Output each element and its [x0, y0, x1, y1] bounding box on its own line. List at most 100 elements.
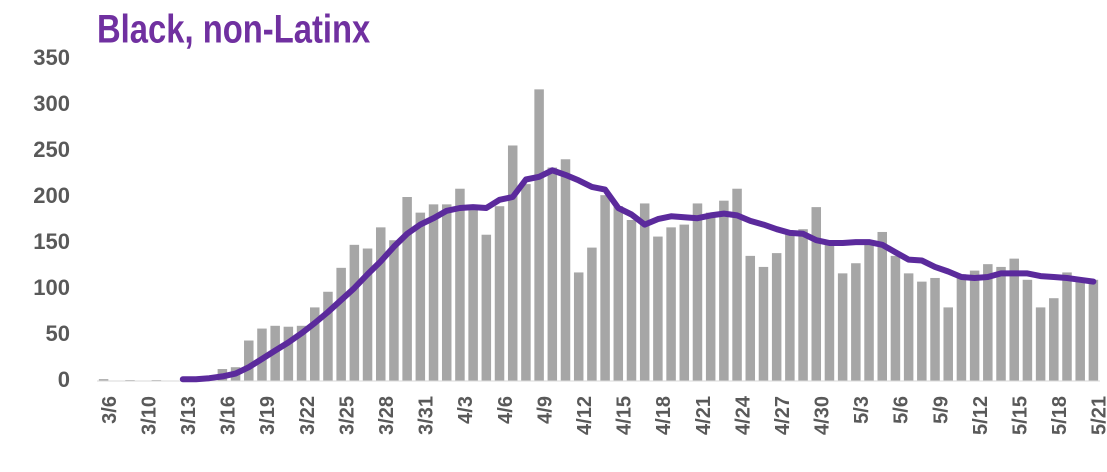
- x-tick-label: 4/9: [534, 396, 556, 424]
- bar: [257, 328, 267, 381]
- bar: [719, 200, 729, 381]
- y-tick-label: 250: [33, 137, 70, 162]
- x-tick-label: 4/27: [772, 396, 794, 435]
- x-tick-label: 3/19: [257, 396, 279, 435]
- bar: [296, 325, 307, 381]
- x-tick-label: 3/16: [218, 396, 240, 435]
- x-tick-label: 5/3: [851, 396, 873, 424]
- bar: [441, 204, 452, 381]
- bar: [613, 206, 624, 381]
- bar: [890, 255, 901, 381]
- bar: [600, 195, 610, 381]
- bar: [415, 212, 426, 381]
- y-tick-label: 200: [33, 183, 70, 208]
- bar: [732, 188, 742, 381]
- x-tick-label: 5/6: [891, 396, 913, 424]
- bar: [547, 167, 558, 381]
- y-tick-label: 300: [33, 91, 70, 116]
- x-tick-label: 3/10: [138, 396, 160, 435]
- bar: [283, 326, 294, 381]
- bar: [1022, 279, 1033, 381]
- bar: [534, 89, 544, 382]
- bar: [745, 255, 756, 381]
- bar: [917, 281, 927, 381]
- bar: [1009, 258, 1019, 381]
- bar: [375, 227, 386, 381]
- bar: [1062, 272, 1072, 381]
- bar: [983, 264, 993, 381]
- x-tick-label: 3/13: [178, 396, 200, 435]
- x-tick-label: 5/12: [970, 396, 992, 435]
- bar: [1049, 298, 1059, 381]
- bar: [310, 307, 320, 381]
- bar: [244, 340, 254, 381]
- bar: [587, 247, 597, 381]
- y-tick-label: 150: [33, 229, 70, 254]
- x-tick-label: 4/15: [614, 396, 636, 435]
- bar: [930, 277, 940, 381]
- bar: [837, 273, 848, 381]
- x-tick-label: 4/21: [693, 396, 715, 435]
- bar: [349, 244, 360, 381]
- bar: [1088, 279, 1099, 381]
- x-tick-label: 3/28: [376, 396, 398, 435]
- bar: [402, 197, 412, 381]
- bar: [679, 224, 690, 381]
- bar: [573, 272, 584, 381]
- bar: [771, 253, 782, 381]
- x-tick-label: 3/25: [336, 396, 358, 435]
- bar: [996, 266, 1006, 381]
- bar: [956, 274, 967, 381]
- bar: [705, 212, 716, 381]
- y-tick-label: 0: [58, 367, 70, 392]
- bar: [692, 203, 703, 381]
- bar: [666, 227, 676, 381]
- bar: [824, 244, 835, 381]
- bar: [758, 266, 769, 381]
- bar: [455, 188, 465, 381]
- x-tick-label: 5/15: [1009, 396, 1031, 435]
- bar: [507, 145, 518, 381]
- bar: [336, 267, 346, 381]
- x-tick-label: 4/3: [455, 396, 477, 424]
- y-tick-label: 100: [33, 275, 70, 300]
- y-tick-label: 50: [46, 321, 70, 346]
- bar: [1075, 277, 1085, 381]
- line: [179, 167, 1097, 383]
- x-tick-label: 3/6: [99, 396, 121, 424]
- bar: [521, 184, 531, 381]
- y-tick-label: 350: [33, 45, 70, 70]
- bar: [811, 207, 822, 381]
- x-tick-label: 5/18: [1049, 396, 1071, 435]
- bar: [903, 273, 914, 381]
- bar: [494, 206, 505, 381]
- bar: [1035, 307, 1046, 381]
- bar: [877, 231, 887, 381]
- bar: [626, 220, 637, 381]
- bar: [98, 379, 109, 381]
- x-tick-label: 4/30: [812, 396, 834, 435]
- bar: [969, 270, 980, 381]
- bar: [560, 159, 571, 381]
- bar: [428, 204, 439, 381]
- bar: [639, 203, 650, 381]
- bar: [481, 234, 492, 381]
- x-tick-label: 4/12: [574, 396, 596, 435]
- x-tick-label: 5/21: [1089, 396, 1107, 435]
- chart-title: Black, non-Latinx: [97, 6, 371, 51]
- x-tick-label: 3/31: [416, 396, 438, 435]
- bar: [798, 229, 808, 381]
- bar: [468, 206, 478, 381]
- bar: [864, 241, 874, 381]
- x-tick-label: 4/18: [653, 396, 675, 435]
- bar: [943, 307, 953, 381]
- bar: [323, 291, 333, 381]
- bar: [851, 263, 861, 381]
- x-tick-label: 3/22: [297, 396, 319, 435]
- x-tick-label: 4/24: [732, 395, 754, 435]
- x-tick-label: 5/9: [930, 396, 952, 424]
- bar: [653, 236, 663, 381]
- bar: [362, 248, 373, 381]
- x-tick-label: 4/6: [495, 396, 517, 424]
